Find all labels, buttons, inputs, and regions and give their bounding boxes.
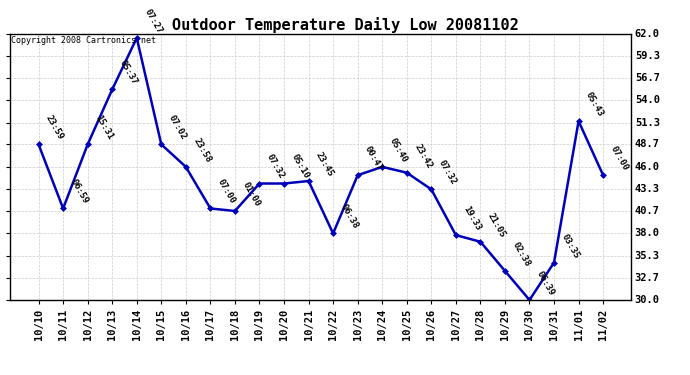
Text: 05:43: 05:43 [584,90,605,118]
Text: 03:35: 03:35 [560,232,581,260]
Text: Copyright 2008 Cartronics.net: Copyright 2008 Cartronics.net [11,36,156,45]
Text: 43.3: 43.3 [635,184,660,194]
Text: 07:00: 07:00 [609,145,630,172]
Text: 05:37: 05:37 [118,59,139,87]
Text: 21:05: 21:05 [486,211,507,239]
Text: Outdoor Temperature Daily Low 20081102: Outdoor Temperature Daily Low 20081102 [172,17,518,33]
Text: 07:32: 07:32 [437,159,458,186]
Text: 23:42: 23:42 [413,142,433,170]
Text: 38.0: 38.0 [635,228,660,238]
Text: 15:31: 15:31 [93,114,115,142]
Text: 05:40: 05:40 [388,136,409,164]
Text: 32.7: 32.7 [635,273,660,282]
Text: 06:38: 06:38 [339,203,360,231]
Text: 02:38: 02:38 [511,240,532,268]
Text: 56.7: 56.7 [635,73,660,83]
Text: 23:59: 23:59 [44,114,66,142]
Text: 54.0: 54.0 [635,95,660,105]
Text: 06:39: 06:39 [535,270,556,297]
Text: 62.0: 62.0 [635,29,660,39]
Text: 05:10: 05:10 [290,153,310,181]
Text: 06:59: 06:59 [69,178,90,206]
Text: 51.3: 51.3 [635,118,660,128]
Text: 00:47: 00:47 [363,145,384,172]
Text: 19:33: 19:33 [462,204,482,232]
Text: 01:00: 01:00 [241,180,262,208]
Text: 46.0: 46.0 [635,162,660,172]
Text: 59.3: 59.3 [635,51,660,61]
Text: 07:27: 07:27 [142,8,164,35]
Text: 48.7: 48.7 [635,140,660,149]
Text: 30.0: 30.0 [635,295,660,305]
Text: 07:00: 07:00 [216,178,237,206]
Text: 07:02: 07:02 [167,114,188,142]
Text: 35.3: 35.3 [635,251,660,261]
Text: 23:58: 23:58 [191,136,213,164]
Text: 23:45: 23:45 [314,150,335,178]
Text: 40.7: 40.7 [635,206,660,216]
Text: 07:32: 07:32 [265,153,286,181]
